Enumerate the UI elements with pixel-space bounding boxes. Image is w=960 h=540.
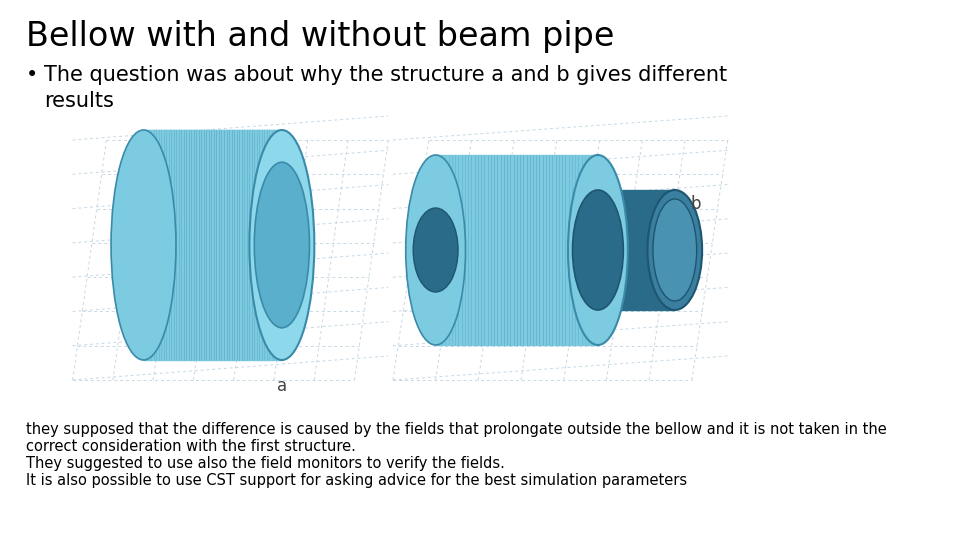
- Ellipse shape: [568, 155, 628, 345]
- Text: •: •: [26, 65, 37, 85]
- Ellipse shape: [250, 130, 314, 360]
- Ellipse shape: [413, 208, 458, 292]
- Text: they supposed that the difference is caused by the fields that prolongate outsid: they supposed that the difference is cau…: [26, 422, 886, 437]
- Ellipse shape: [406, 155, 466, 345]
- Polygon shape: [436, 155, 598, 345]
- Text: a: a: [276, 377, 287, 395]
- Text: b: b: [690, 195, 701, 213]
- Text: correct consideration with the first structure.: correct consideration with the first str…: [26, 439, 355, 454]
- Polygon shape: [143, 130, 282, 360]
- Text: The question was about why the structure a and b gives different
results: The question was about why the structure…: [44, 65, 728, 111]
- Ellipse shape: [111, 130, 176, 360]
- Ellipse shape: [653, 199, 697, 301]
- Ellipse shape: [647, 190, 702, 310]
- Ellipse shape: [572, 190, 623, 310]
- Ellipse shape: [254, 162, 309, 328]
- Polygon shape: [598, 190, 675, 310]
- Text: It is also possible to use CST support for asking advice for the best simulation: It is also possible to use CST support f…: [26, 473, 686, 488]
- Text: They suggested to use also the field monitors to verify the fields.: They suggested to use also the field mon…: [26, 456, 505, 471]
- Text: Bellow with and without beam pipe: Bellow with and without beam pipe: [26, 20, 614, 53]
